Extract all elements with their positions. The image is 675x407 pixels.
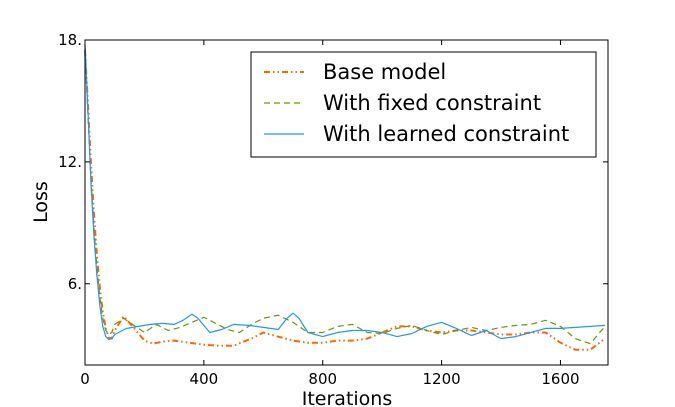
x-tick-label: 1600 (541, 370, 579, 388)
x-tick-label: 0 (80, 370, 90, 388)
series-line-1 (84, 50, 606, 351)
y-axis-title: Loss (30, 181, 52, 223)
x-tick-label: 800 (308, 370, 337, 388)
x-axis-title: Iterations (302, 388, 393, 407)
y-tick-label: 6. (68, 275, 82, 293)
x-tick-label: 1200 (422, 370, 460, 388)
legend-box (250, 51, 597, 158)
series-layer (84, 44, 606, 351)
y-tick-label: 12. (58, 153, 82, 171)
legend-label-1: Base model (323, 60, 446, 84)
legend-label-3: With learned constraint (323, 122, 569, 146)
legend-label-2: With fixed constraint (323, 91, 541, 115)
series-line-3 (84, 44, 606, 341)
x-tick-label: 400 (190, 370, 219, 388)
tick-layer: 0 400 800 1200 1600 6. 12. 18. (58, 31, 608, 388)
y-tick-label: 18. (58, 31, 82, 49)
plot-area-frame (84, 39, 609, 366)
legend: Base model With fixed constraint With lear… (250, 51, 597, 158)
